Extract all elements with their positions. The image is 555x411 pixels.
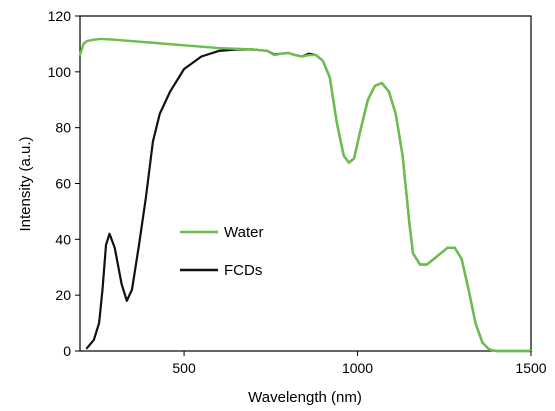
legend-label-water: Water <box>224 224 263 241</box>
x-tick-label: 1500 <box>515 360 546 376</box>
y-tick-label: 100 <box>48 64 72 80</box>
x-tick-label: 1000 <box>342 360 373 376</box>
x-axis-ticks: 500 1000 1500 <box>172 351 547 376</box>
y-axis-ticks: 0 20 40 60 80 100 120 <box>48 8 80 359</box>
legend: Water FCDs <box>180 224 263 279</box>
y-axis-title: Intensity (a.u.) <box>17 136 34 231</box>
series-layer <box>78 37 533 353</box>
y-tick-label: 80 <box>55 120 71 136</box>
y-tick-label: 0 <box>63 343 71 359</box>
x-axis-title: Wavelength (nm) <box>248 389 362 406</box>
y-tick-label: 40 <box>55 231 71 247</box>
y-tick-label: 20 <box>55 287 71 303</box>
series-line-water <box>78 37 533 353</box>
x-tick-label: 500 <box>172 360 196 376</box>
y-tick-label: 60 <box>55 176 71 192</box>
y-tick-label: 120 <box>48 8 72 24</box>
legend-label-fcds: FCDs <box>224 262 262 279</box>
series-line-fcds <box>85 48 533 353</box>
